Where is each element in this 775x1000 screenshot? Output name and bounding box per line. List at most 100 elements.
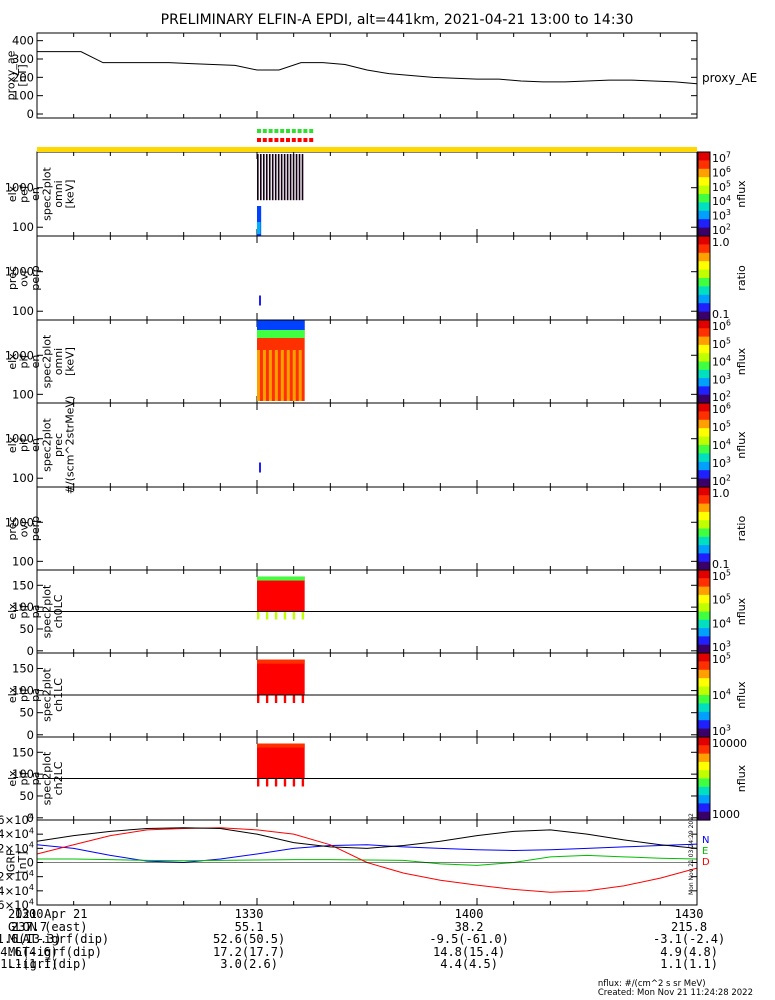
footer-row-label: MLT-igrf(dip): [8, 944, 102, 959]
ylabel-elx_pif_pa_spec2plot_ch1LC-0: elx: [6, 686, 19, 703]
ytick-label-elx_pif_en_spec2plot_omni-1: 1000: [5, 348, 34, 362]
spectrogram-elx_pif_en_spec2plot_prec: [259, 462, 261, 473]
colorbar-tick-prec_ovr_perp_pif-0: 0.1: [712, 558, 730, 571]
series-line-N-IGRF: [36, 843, 698, 864]
ylabel-elx_pif_pa_spec2plot_ch2LC-2: pa: [29, 772, 42, 786]
marker-dot-red: [268, 138, 273, 142]
ylabel-IGRF-0: IGRF: [4, 850, 17, 876]
legend-igrf-E: E: [702, 846, 708, 857]
marker-dot-green: [309, 129, 314, 133]
colorbar-label-elx_pif_pa_spec2plot_ch0LC: nflux: [735, 597, 748, 625]
ytick-label-elx_pif_pa_spec2plot_ch2LC-0: 0: [27, 811, 34, 825]
marker-dot-red: [262, 138, 267, 142]
footer-value: 1400: [454, 907, 484, 921]
panel-proxy_ae: proxy_ae[nT] 0 100 200 300 400 proxy_AE: [4, 32, 757, 121]
footer-value: 1.1(1.1): [0, 957, 58, 971]
series-line-total-IGRF: [36, 827, 698, 849]
ylabel-elx_pif_en_spec2plot_omni-5: [keV]: [64, 347, 77, 376]
spectrogram-elx_pef_en_spec2plot_omni: [257, 154, 304, 236]
ylabel-elx_pef_en_spec2plot_omni-4: omni: [52, 180, 65, 207]
ytick-label-proxy_ae-4: 400: [12, 34, 34, 48]
colorbar-tick-elx_pif_en_spec2plot_omni-2: 104: [712, 354, 731, 368]
ylabel-elx_pif_en_spec2plot_omni-3: spec2plot: [41, 334, 54, 388]
colorbar-tick-elx_pif_pa_spec2plot_ch1LC-1: 104: [712, 688, 731, 702]
colorbar-label-prec_ovr_perp_pif: ratio: [735, 516, 748, 542]
ytick-label-elx_pif_pa_spec2plot_ch0LC-0: 0: [27, 644, 34, 658]
ylabel-elx_pif_pa_spec2plot_ch0LC-1: pif: [18, 603, 31, 618]
ylabel-elx_pef_en_spec2plot_omni-1: pef: [18, 184, 31, 203]
ylabel-elx_pef_en_spec2plot_omni-0: elx: [6, 185, 19, 202]
frame-IGRF: [36, 819, 698, 906]
footer-row: MLAT-igrf(dip) 1.6(13.3) 52.6(50.5) -9.5(-6…: [0, 932, 728, 946]
footer-value: 1.1(1.1): [660, 957, 718, 971]
colorbar-tick-elx_pef_en_spec2plot_omni-3: 105: [712, 179, 731, 193]
panel-elx_pif_pa_spec2plot_ch2LC: elxpifpaspec2plotch2LC050100150100010000…: [6, 736, 748, 825]
colorbar-tick-elx_pif_pa_spec2plot_ch0LC-2: 105: [712, 592, 731, 606]
ytick-label-IGRF-4: 2×104: [0, 841, 34, 856]
colorbar-tick-elx_pif_pa_spec2plot_ch1LC-0: 103: [712, 724, 731, 738]
colorbar-tick-elx_pif_pa_spec2plot_ch1LC-2: 105: [712, 652, 731, 666]
ytick-label-elx_pif_pa_spec2plot_ch1LC-0: 0: [27, 728, 34, 742]
colorbar-label-elx_pef_en_spec2plot_omni: nflux: [735, 180, 748, 208]
ylabel-IGRF-1: [nT]: [16, 851, 29, 873]
footer-value: 1.6(13.3): [0, 932, 62, 946]
colorbar-tick-elx_pif_en_spec2plot_prec-3: 105: [712, 420, 731, 434]
colorbar-tick-elx_pif_en_spec2plot_omni-3: 105: [712, 336, 731, 350]
frame-proxy_ae: [36, 32, 698, 119]
legend-igrf-N: N: [702, 835, 709, 846]
legend-igrf-D: D: [702, 857, 710, 868]
footer-value: 4.9(4.8): [660, 944, 718, 959]
marker-dot-red: [280, 138, 285, 142]
ytick-label-proxy_ae-3: 300: [12, 52, 34, 66]
colorbar-tick-elx_pif_pa_spec2plot_ch2LC-1: 10000: [712, 737, 747, 750]
footer-value: 1430: [674, 907, 704, 921]
footer-value: 4.4(4.5): [440, 957, 498, 971]
ylabel-elx_pif_en_spec2plot_prec-0: elx: [6, 436, 19, 453]
ytick-label-elx_pef_en_spec2plot_omni-1: 1000: [5, 181, 34, 195]
ylabel-prec_ovr_perp_pif-0: prec: [6, 516, 19, 540]
footer-row-label: GLON (east): [8, 919, 88, 934]
legend-proxy-ae: proxy_AE: [702, 71, 757, 85]
colorbar-label-elx_pif_en_spec2plot_prec: nflux: [735, 431, 748, 459]
panel-elx_pif_pa_spec2plot_ch0LC: elxpifpaspec2plotch0LC050100150103104105…: [6, 569, 748, 658]
plot-title: PRELIMINARY ELFIN-A EPDI, alt=441km, 202…: [161, 12, 634, 28]
ylabel-elx_pif_en_spec2plot_omni-2: en: [29, 355, 42, 369]
footer-value: 4.6(4.6): [0, 944, 58, 959]
footer-value: -9.5(-61.0): [429, 932, 509, 946]
ylabel-elx_pef_en_spec2plot_omni-3: spec2plot: [41, 167, 54, 221]
colorbar-tick-elx_pef_en_spec2plot_omni-5: 107: [712, 151, 731, 165]
colorbar-tick-prec_ovr_perp_pef-1: 1.0: [712, 236, 730, 249]
colorbar-tick-elx_pif_pa_spec2plot_ch0LC-1: 104: [712, 616, 731, 630]
ytick-label-elx_pif_pa_spec2plot_ch0LC-1: 50: [19, 622, 34, 636]
marker-dot-green: [291, 129, 296, 133]
ytick-label-IGRF-5: 4×104: [0, 827, 34, 842]
ytick-label-elx_pif_pa_spec2plot_ch1LC-1: 50: [19, 706, 34, 720]
colorbar-tick-elx_pef_en_spec2plot_omni-0: 102: [712, 223, 731, 237]
colorbar-prec_ovr_perp_pef: [697, 235, 711, 321]
series-line-E-IGRF: [37, 854, 698, 866]
colorbar-tick-elx_pif_pa_spec2plot_ch0LC-0: 103: [712, 640, 731, 654]
series-line-proxy_AE-proxy_ae: [37, 51, 698, 85]
ytick-label-proxy_ae-1: 100: [12, 89, 34, 103]
ylabel-elx_pif_en_spec2plot_prec-4: prec: [52, 433, 65, 457]
colorbar-tick-elx_pif_pa_spec2plot_ch0LC-3: 105: [712, 569, 731, 583]
ylabel-elx_pif_pa_spec2plot_ch2LC-0: elx: [6, 770, 19, 787]
footer-value: -3.1(-2.4): [653, 932, 726, 946]
ylabel-elx_pef_en_spec2plot_omni-5: [keV]: [64, 180, 77, 209]
footer-row: L-igrf(dip) 1.1(1.1) 3.0(2.6) 4.4(4.5) 1.1(1…: [0, 957, 728, 971]
frame-prec_ovr_perp_pef: [36, 235, 698, 321]
ylabel-elx_pif_en_spec2plot_prec-2: en: [29, 438, 42, 452]
ylabel-elx_pif_pa_spec2plot_ch1LC-1: pif: [18, 687, 31, 702]
marker-dot-red: [286, 138, 290, 142]
ytick-label-elx_pef_en_spec2plot_omni-0: 100: [12, 220, 34, 234]
marker-dot-green: [303, 129, 308, 133]
colorbar-elx_pif_pa_spec2plot_ch1LC: [697, 652, 711, 738]
ylabel-elx_pif_en_spec2plot_prec-1: pif: [18, 437, 31, 452]
colorbar-elx_pif_en_spec2plot_omni: [697, 319, 711, 404]
marker-dot-green: [297, 129, 302, 133]
ylabel-elx_pif_en_spec2plot_omni-1: pif: [18, 353, 31, 368]
ytick-label-proxy_ae-2: 200: [12, 70, 34, 84]
